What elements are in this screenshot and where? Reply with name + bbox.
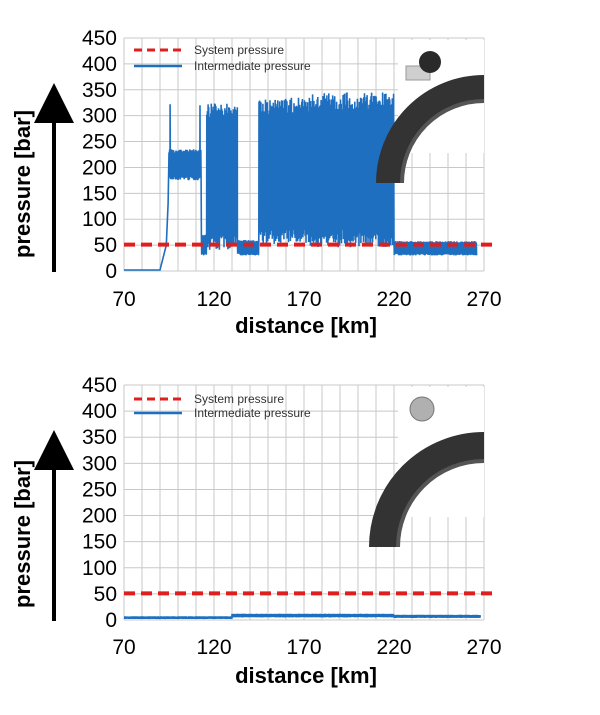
o-ring	[419, 51, 441, 73]
y-tick-label: 350	[82, 79, 117, 102]
y-tick-label: 250	[82, 478, 117, 501]
legend-label-system: System pressure	[194, 43, 284, 57]
legend-label-intermediate: Intermediate pressure	[194, 59, 311, 73]
y-tick-label: 450	[82, 374, 117, 397]
y-tick-label: 50	[94, 583, 117, 606]
o-ring	[409, 396, 435, 422]
y-tick-label: 50	[94, 234, 117, 257]
x-tick-label: 170	[286, 636, 321, 659]
y-tick-label: 0	[105, 260, 117, 283]
seal-cross-section-image	[369, 387, 485, 548]
y-tick-label: 150	[82, 182, 117, 205]
y-axis-label: pressure [bar]	[10, 460, 35, 608]
y-tick-label: 100	[82, 208, 117, 231]
y-tick-label: 300	[82, 452, 117, 475]
legend-label-intermediate: Intermediate pressure	[194, 406, 311, 420]
x-tick-label: 70	[112, 636, 135, 659]
y-axis-label: pressure [bar]	[10, 110, 35, 258]
y-tick-label: 150	[82, 531, 117, 554]
seal-ring	[376, 75, 485, 184]
x-tick-label: 120	[196, 288, 231, 311]
y-tick-label: 200	[82, 156, 117, 179]
y-tick-label: 0	[105, 609, 117, 632]
seal-ring	[369, 432, 485, 548]
x-tick-label: 270	[466, 636, 501, 659]
y-tick-label: 100	[82, 557, 117, 580]
y-tick-label: 200	[82, 505, 117, 528]
y-tick-label: 350	[82, 426, 117, 449]
x-tick-label: 170	[286, 288, 321, 311]
x-axis-label: distance [km]	[235, 313, 377, 338]
y-tick-label: 400	[82, 400, 117, 423]
x-tick-label: 220	[376, 636, 411, 659]
y-tick-label: 450	[82, 27, 117, 50]
y-tick-label: 400	[82, 53, 117, 76]
y-tick-label: 300	[82, 105, 117, 128]
x-tick-label: 120	[196, 636, 231, 659]
legend-label-system: System pressure	[194, 392, 284, 406]
seal-cross-section-image	[376, 40, 485, 184]
x-tick-label: 220	[376, 288, 411, 311]
y-tick-label: 250	[82, 131, 117, 154]
chart-with-o-ring: 0 50 100 150 200 250 300 350 400 450 70 120 170 220 27…	[10, 374, 502, 688]
x-tick-label: 270	[466, 288, 501, 311]
x-tick-label: 70	[112, 288, 135, 311]
x-axis-label: distance [km]	[235, 663, 377, 688]
intermediate-pressure-line	[124, 613, 481, 620]
